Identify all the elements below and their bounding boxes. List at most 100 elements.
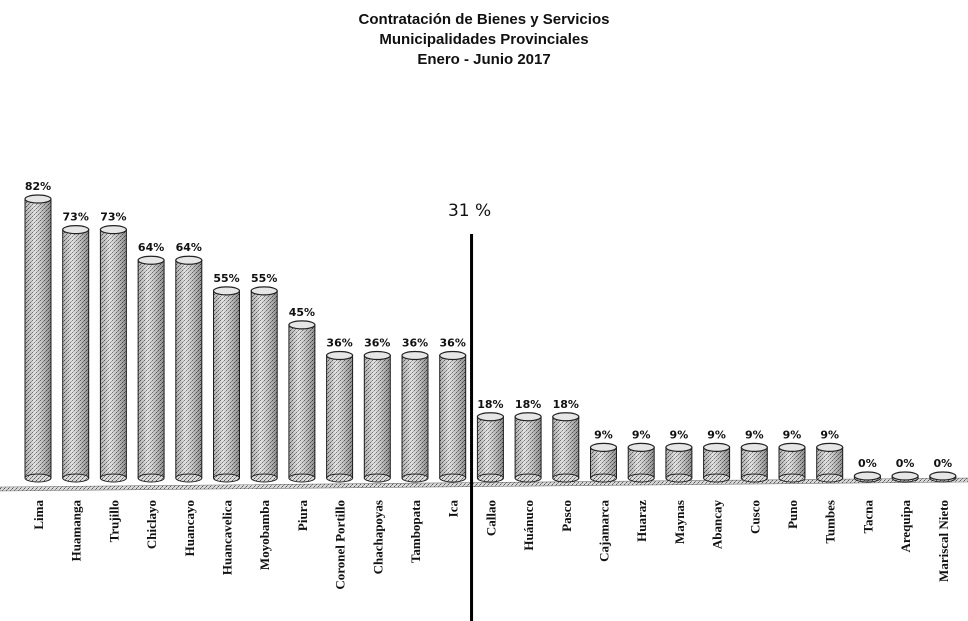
bar-top	[250, 286, 278, 296]
bar-shading	[816, 447, 843, 478]
data-label: 36%	[440, 337, 466, 350]
data-label: 64%	[138, 241, 164, 254]
category-label: Huancavelica	[220, 500, 235, 576]
bar-top	[853, 471, 882, 481]
bar-top	[288, 320, 316, 330]
bar-base	[326, 473, 354, 483]
data-label: 55%	[251, 272, 277, 285]
category-label: Moyobamba	[257, 500, 272, 571]
bar-6: 55% Huancavelica	[212, 272, 241, 576]
data-label: 18%	[553, 398, 579, 411]
bar-25: 0% Mariscal Nieto	[929, 457, 957, 582]
bar-base	[363, 473, 391, 483]
bar-10: 36% Chachapoyas	[363, 337, 391, 574]
bar-11: 36% Tambopata	[401, 337, 429, 564]
bar-top	[62, 225, 90, 235]
bar-23: 0% Tacna	[853, 457, 882, 533]
data-label: 9%	[594, 428, 613, 441]
data-label: 45%	[289, 306, 315, 319]
data-label: 55%	[213, 272, 239, 285]
data-label: 0%	[933, 457, 952, 470]
bar-16: 9% Cajamarca	[589, 428, 618, 562]
bar-base	[627, 473, 655, 483]
bar-shading	[364, 355, 391, 478]
category-label: Trujillo	[106, 500, 121, 542]
bar-top	[589, 442, 618, 452]
category-label: Chachapoyas	[370, 500, 385, 574]
bar-base	[740, 473, 768, 483]
bar-top	[702, 442, 731, 452]
bar-13: 18% Callao	[476, 398, 504, 536]
data-label: 36%	[364, 337, 390, 350]
bar-base	[175, 473, 203, 483]
category-label: Huánuco	[521, 500, 536, 551]
bar-top	[740, 442, 768, 452]
bar-4: 64% Chiclayo	[137, 241, 165, 549]
category-label: Tambopata	[408, 500, 423, 564]
category-label: Coronel Portillo	[333, 500, 348, 590]
bar-shading	[213, 290, 240, 478]
category-label: Puno	[785, 500, 800, 529]
chart-period: Enero - Junio 2017	[417, 51, 551, 68]
bar-base	[99, 473, 127, 483]
data-label: 18%	[515, 398, 541, 411]
bar-top	[401, 350, 429, 361]
category-label: Maynas	[672, 500, 687, 544]
category-label: Cusco	[747, 500, 762, 534]
bar-shading	[138, 260, 165, 478]
bar-18: 9% Maynas	[665, 428, 693, 544]
data-label: 18%	[477, 398, 503, 411]
data-label: 9%	[783, 428, 802, 441]
bar-15: 18% Pasco	[552, 398, 580, 532]
bar-top	[929, 471, 957, 481]
bar-base	[24, 473, 52, 483]
data-label: 36%	[402, 337, 428, 350]
bar-shading	[590, 447, 617, 478]
bar-shading	[402, 355, 428, 478]
data-label: 9%	[632, 428, 651, 441]
category-label: Cajamarca	[597, 500, 612, 562]
category-label: Abancay	[710, 500, 725, 550]
bar-shading	[25, 199, 51, 478]
bar-17: 9% Huaraz	[627, 428, 655, 542]
data-label: 64%	[176, 241, 202, 254]
bar-shading	[552, 416, 579, 478]
bar-base	[665, 473, 693, 483]
bars-group: 82% Lima 73% Huamanga 73% Trujillo 64% Chiclayo…	[24, 180, 957, 590]
bar-top	[778, 442, 806, 452]
bar-top	[439, 350, 467, 361]
bar-base	[816, 473, 844, 483]
bar-shading	[439, 355, 466, 478]
data-label: 9%	[707, 428, 726, 441]
bar-shading	[665, 447, 692, 478]
bar-shading	[779, 447, 805, 478]
data-label: 9%	[820, 428, 839, 441]
bar-shading	[477, 416, 504, 478]
data-label: 82%	[25, 180, 51, 193]
bar-top	[665, 442, 693, 452]
bar-base	[778, 473, 806, 483]
bar-base	[288, 473, 316, 483]
bar-20: 9% Cusco	[740, 428, 768, 534]
bar-shading	[175, 260, 202, 478]
bar-top	[891, 471, 919, 481]
bar-8: 45% Piura	[288, 306, 316, 531]
bar-base	[62, 473, 90, 483]
bar-top	[627, 442, 655, 452]
data-label: 0%	[858, 457, 877, 470]
data-label: 73%	[63, 211, 89, 224]
bar-base	[703, 473, 731, 483]
category-label: Chiclayo	[144, 500, 159, 549]
bar-base	[250, 473, 278, 483]
bar-5: 64% Huancayo	[175, 241, 203, 556]
category-label: Arequipa	[898, 500, 913, 553]
category-label: Mariscal Nieto	[936, 500, 951, 582]
category-label: Huaraz	[634, 500, 649, 542]
chart-title: Contratación de Bienes y Servicios	[358, 11, 610, 28]
bar-base	[401, 473, 429, 483]
category-label: Callao	[483, 500, 498, 536]
category-label: Pasco	[559, 500, 574, 532]
bar-12: 36% Ica	[439, 337, 467, 517]
bar-21: 9% Puno	[778, 428, 806, 529]
category-label: Tumbes	[823, 500, 838, 544]
